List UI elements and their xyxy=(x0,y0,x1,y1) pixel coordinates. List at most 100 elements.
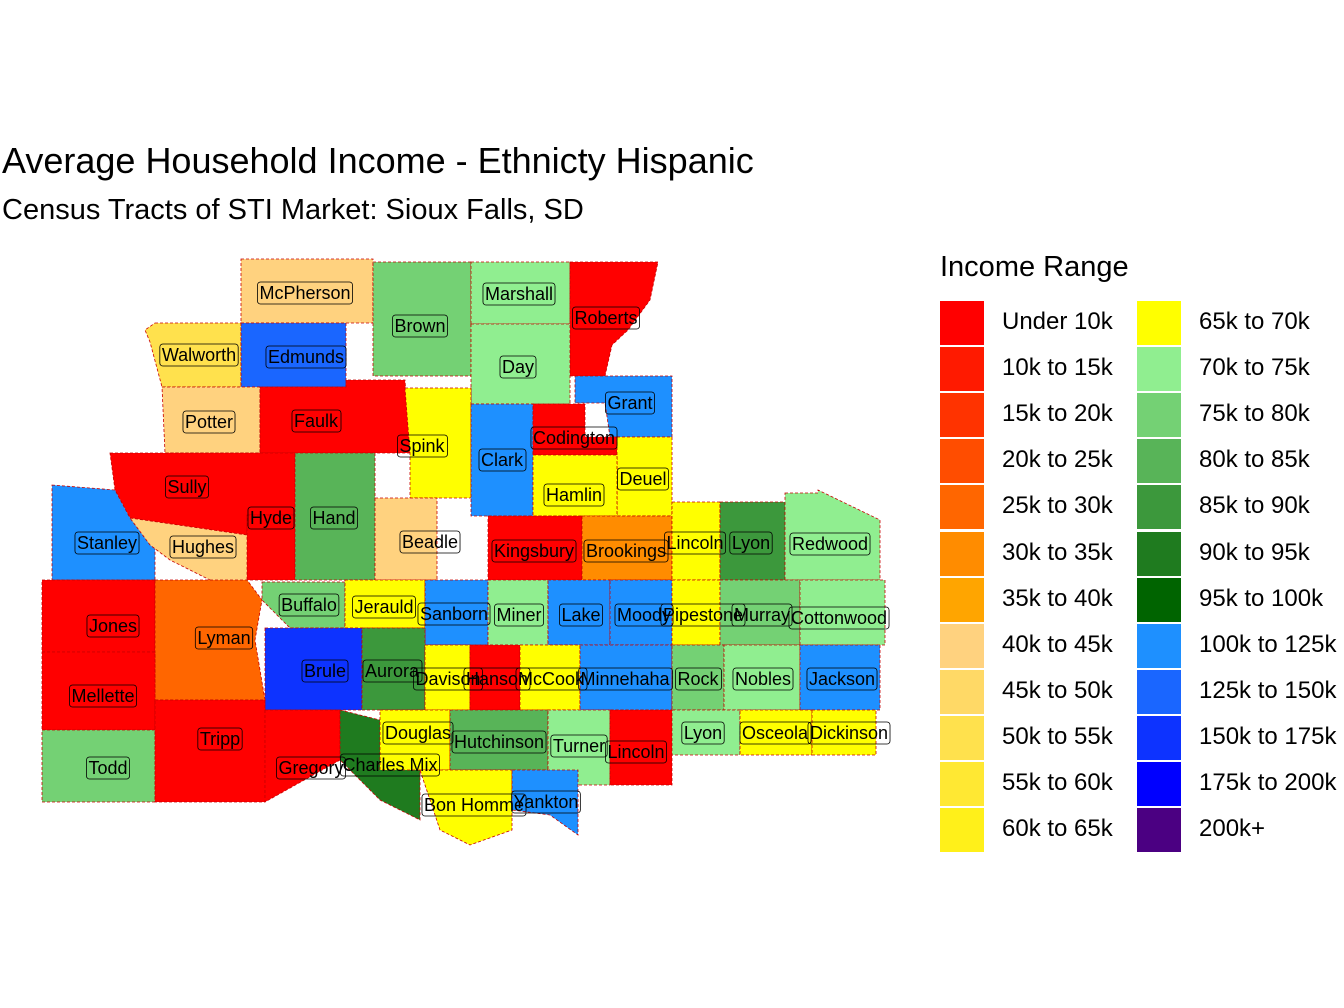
county-label-box xyxy=(807,721,891,745)
county-label-box xyxy=(397,434,448,458)
legend-label: 75k to 80k xyxy=(1199,400,1310,428)
county-shape xyxy=(470,403,534,517)
legend-swatch xyxy=(940,669,984,714)
legend-swatch xyxy=(1137,531,1181,576)
legend-swatch xyxy=(940,762,984,806)
legend-label: 90k to 95k xyxy=(1199,538,1310,566)
legend-label: 100k to 125k xyxy=(1199,630,1337,658)
legend-swatch xyxy=(940,347,984,392)
county-label: Yankton xyxy=(514,792,579,812)
legend-label: 150k to 175k xyxy=(1199,722,1337,750)
county-shape xyxy=(404,387,472,499)
county-label: Bon Homme xyxy=(424,795,524,815)
county-label-box xyxy=(605,740,667,764)
legend-label: Under 10k xyxy=(1002,308,1113,335)
legend-label: 50k to 55k xyxy=(1002,722,1113,750)
legend-label: 30k to 35k xyxy=(1002,538,1113,566)
county-label-box xyxy=(614,603,674,627)
legend-label: 55k to 60k xyxy=(1002,769,1113,796)
county-label-box xyxy=(86,614,140,638)
legend-swatch xyxy=(940,577,984,622)
legend-swatch xyxy=(1137,623,1181,668)
legend-swatch xyxy=(940,531,984,576)
county-label: Day xyxy=(502,357,534,377)
county-label: Moody xyxy=(617,605,671,625)
county-label-box xyxy=(310,506,358,530)
county-label: Aurora xyxy=(365,661,420,681)
county-shape xyxy=(240,322,347,388)
county-label: Buffalo xyxy=(281,595,337,615)
county-label-box xyxy=(301,659,349,683)
legend-swatch xyxy=(940,715,984,760)
county-label-box xyxy=(194,626,254,650)
county-label: McPherson xyxy=(259,283,350,303)
county-shape xyxy=(374,497,438,581)
legend-label: 25k to 30k xyxy=(1002,492,1113,520)
county-label-box xyxy=(789,532,871,556)
county-label-box xyxy=(605,391,655,415)
county-label: Codington xyxy=(533,428,615,448)
county-shape xyxy=(419,769,513,846)
county-label-box xyxy=(340,753,440,777)
county-shape xyxy=(799,644,881,711)
county-label-box xyxy=(362,659,423,683)
legend-label: 20k to 25k xyxy=(1002,446,1113,474)
county-label: Cottonwood xyxy=(791,608,887,628)
county-label-box xyxy=(578,667,673,691)
county-label-box xyxy=(382,721,454,745)
county-label: Mellette xyxy=(71,686,134,706)
county-label: Deuel xyxy=(619,469,666,489)
legend-swatch xyxy=(940,623,984,668)
county-shape xyxy=(784,489,881,581)
legend-label: 85k to 90k xyxy=(1199,492,1310,520)
county-label-box xyxy=(664,531,726,555)
county-label-box xyxy=(463,667,531,691)
county-shape xyxy=(609,709,673,786)
county-label-box xyxy=(86,756,130,780)
county-label: Jackson xyxy=(809,669,875,689)
county-label: Lyon xyxy=(732,533,770,553)
legend-swatch xyxy=(1137,669,1181,714)
county-label-box xyxy=(265,345,347,369)
county-label-box xyxy=(543,483,605,507)
legend-label: 10k to 15k xyxy=(1002,354,1113,382)
county-label: Sanborn xyxy=(420,604,488,624)
county-label: Roberts xyxy=(574,308,637,328)
legend-label: 70k to 75k xyxy=(1199,354,1310,382)
map-subtitle: Census Tracts of STI Market: Sioux Falls… xyxy=(2,194,584,226)
county-label-box xyxy=(559,603,603,627)
legend-swatch xyxy=(1137,715,1181,760)
county-label-box xyxy=(159,343,239,367)
county-label-box xyxy=(74,531,140,555)
legend-label: 175k to 200k xyxy=(1199,769,1337,796)
county-label: Grant xyxy=(607,393,652,413)
county-label: Marshall xyxy=(485,284,553,304)
county-label: Lake xyxy=(561,605,600,625)
county-label-box xyxy=(182,410,236,434)
county-label: Redwood xyxy=(792,534,868,554)
legend-label: 80k to 85k xyxy=(1199,446,1310,474)
county-label: Lyman xyxy=(197,628,250,648)
legend-label: 45k to 50k xyxy=(1002,676,1113,704)
county-label: Hand xyxy=(312,508,355,528)
county-label-box xyxy=(352,595,416,619)
county-label: Spink xyxy=(399,436,445,456)
county-label: Lyon xyxy=(684,723,722,743)
county-label-box xyxy=(572,306,640,330)
county-label: Brookings xyxy=(586,541,666,561)
county-label-box xyxy=(276,756,346,780)
legend-swatch xyxy=(940,808,984,853)
county-label: Sully xyxy=(167,477,206,497)
legend-label: 35k to 40k xyxy=(1002,584,1113,612)
county-label: Miner xyxy=(496,605,541,625)
county-label-box xyxy=(731,603,793,627)
legend-swatch xyxy=(1137,808,1181,853)
county-label: Edmunds xyxy=(268,347,344,367)
county-label: Hyde xyxy=(250,508,292,528)
county-label-box xyxy=(617,467,669,491)
county-label: Hutchinson xyxy=(454,732,544,752)
county-label-box xyxy=(583,539,669,563)
county-label-box xyxy=(421,793,527,817)
county-shape xyxy=(154,579,266,701)
county-label: Kingsbury xyxy=(494,541,574,561)
